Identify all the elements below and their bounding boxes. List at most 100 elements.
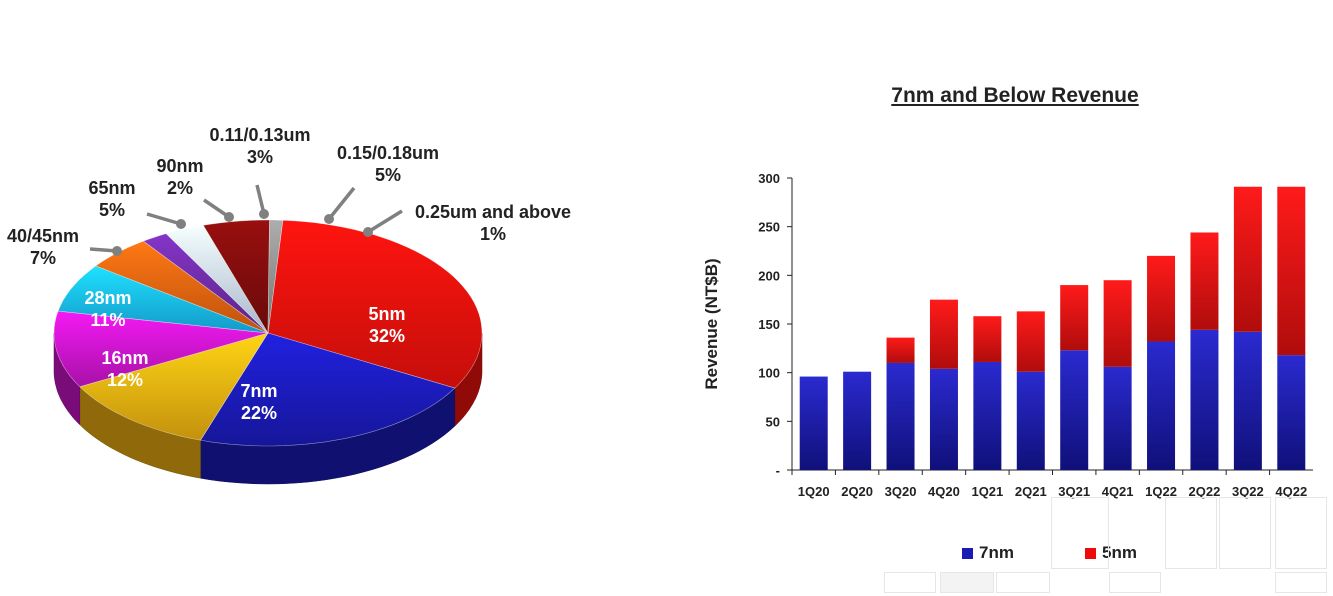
bar-chart-title: 7nm and Below Revenue [891, 84, 1139, 107]
pie-chart: 5nm 32% 7nm 22% 16nm 12% 28nm 11% 40/45nm 7% 65nm 5… [0, 0, 660, 591]
x-tick-label: 2Q21 [1015, 484, 1047, 499]
bar-5nm-3Q20 [886, 337, 915, 363]
x-tick-label: 3Q21 [1058, 484, 1090, 499]
bar-7nm-4Q20 [929, 368, 958, 470]
pie-label-0-25um-and-above: 0.25um and above 1% [415, 201, 571, 245]
bar-7nm-3Q22 [1233, 331, 1262, 470]
pie-label-name: 16nm [101, 348, 149, 368]
y-tick-label: 100 [758, 366, 780, 381]
pie-label-0-11-0-13um: 0.11/0.13um 3% [209, 124, 310, 168]
x-tick-label: 3Q22 [1232, 484, 1264, 499]
decorative-box [996, 572, 1050, 593]
leader-dot-65nm [176, 219, 186, 229]
y-tick-label: 300 [758, 171, 780, 186]
bar-7nm-1Q21 [973, 361, 1002, 470]
decorative-box [940, 572, 994, 593]
decorative-box [1275, 572, 1327, 593]
pie-label-name: 40/45nm [6, 226, 80, 246]
pie-label-name: 0.11/0.13um [209, 125, 311, 145]
pie-label-name: 90nm [156, 156, 204, 176]
legend-item-7nm: 7nm [962, 543, 1014, 563]
leader-dot-0-15-0-18um [324, 214, 334, 224]
pie-label-name: 28nm [84, 288, 132, 308]
pie-label-name: 7nm [240, 381, 278, 401]
y-tick-label: 250 [758, 220, 780, 235]
pie-label-percent: 12% [106, 370, 144, 390]
decorative-box [884, 572, 936, 593]
pie-label-90nm: 90nm 2% [156, 155, 203, 199]
leader-line-90nm [203, 198, 230, 219]
x-tick-label: 4Q20 [928, 484, 960, 499]
bar-5nm-2Q22 [1190, 232, 1219, 330]
pie-label-name: 0.25um and above [414, 202, 572, 222]
decorative-box [1165, 497, 1217, 569]
bar-chart: 7nm and Below Revenue - 50 100 150 200 250 300… [660, 0, 1333, 591]
decorative-box [1109, 572, 1161, 593]
pie-slice-16nm [79, 332, 269, 441]
decorative-box [1275, 497, 1327, 569]
bar-5nm-1Q22 [1147, 255, 1176, 342]
pie-slice-7nm [200, 332, 456, 447]
bar-5nm-4Q21 [1103, 280, 1132, 367]
pie-label-percent: 1% [479, 224, 506, 244]
pie-label-percent: 2% [166, 178, 193, 198]
decorative-box [1219, 497, 1271, 569]
bar-7nm-3Q20 [886, 362, 915, 470]
bar-5nm-2Q21 [1016, 311, 1045, 372]
legend-swatch-5nm [1085, 547, 1096, 559]
x-tick-label: 1Q20 [798, 484, 830, 499]
pie-label-percent: 5% [98, 200, 125, 220]
pie-label-name: 65nm [88, 178, 136, 198]
x-tick-label: 4Q22 [1275, 484, 1307, 499]
pie-top-layer [53, 219, 483, 447]
bar-7nm-4Q21 [1103, 366, 1132, 470]
x-tick-label: 2Q22 [1189, 484, 1221, 499]
pie-label-percent: 7% [29, 248, 57, 268]
pie-label-name: 5nm [368, 304, 406, 324]
x-tick-label: 1Q22 [1145, 484, 1177, 499]
bar-5nm-4Q22 [1277, 186, 1306, 356]
leader-line-65nm [146, 212, 182, 226]
bar-5nm-3Q22 [1233, 186, 1262, 332]
leader-line-0-25um-and-above [367, 209, 403, 234]
pie-label-16nm: 16nm 12% [101, 347, 148, 391]
pie-label-65nm: 65nm 5% [88, 177, 135, 221]
leader-dot-40-45nm [112, 246, 122, 256]
pie-slice-0-15-0-18um [202, 219, 270, 335]
x-tick-label: 2Q20 [841, 484, 873, 499]
pie-label-7nm: 7nm 22% [240, 380, 277, 424]
pie-label-percent: 3% [246, 147, 274, 167]
pie-label-percent: 5% [374, 165, 402, 185]
leader-dot-0-11-0-13um [259, 209, 269, 219]
y-tick-label: 200 [758, 268, 780, 283]
pie-label-percent: 32% [368, 326, 406, 346]
leader-line-0-15-0-18um [327, 186, 356, 221]
y-tick-label: 150 [758, 317, 780, 332]
pie-slice-40-45nm [57, 265, 269, 334]
y-tick-label: - [776, 463, 780, 478]
decorative-box [1051, 497, 1109, 569]
leader-dot-0-25um-and-above [363, 227, 373, 237]
bar-7nm-1Q20 [799, 376, 828, 470]
bar-7nm-3Q21 [1060, 350, 1089, 470]
bar-7nm-2Q21 [1016, 371, 1045, 470]
pie-label-5nm: 5nm 32% [368, 303, 405, 347]
legend-label-7nm: 7nm [979, 543, 1014, 562]
legend-swatch-7nm [962, 547, 973, 559]
bar-5nm-4Q20 [929, 299, 958, 369]
pie-label-0-15-0-18um: 0.15/0.18um 5% [337, 142, 439, 186]
legend-label-5nm: 5nm [1102, 543, 1137, 562]
pie-label-name: 0.15/0.18um [336, 143, 440, 163]
bar-5nm-1Q21 [973, 316, 1002, 362]
x-tick-label: 4Q21 [1102, 484, 1134, 499]
pie-label-28nm: 28nm 11% [84, 287, 131, 331]
pie-label-percent: 11% [90, 310, 126, 330]
bar-7nm-2Q20 [843, 371, 872, 470]
y-axis-label: Revenue (NT$B) [702, 258, 721, 389]
pie-slice-28nm [53, 310, 269, 388]
legend-item-5nm: 5nm [1085, 543, 1137, 563]
pie-side-layer [53, 333, 483, 485]
x-tick-label: 3Q20 [885, 484, 917, 499]
x-tick-label: 1Q21 [971, 484, 1003, 499]
pie-slice-5nm [267, 219, 483, 389]
